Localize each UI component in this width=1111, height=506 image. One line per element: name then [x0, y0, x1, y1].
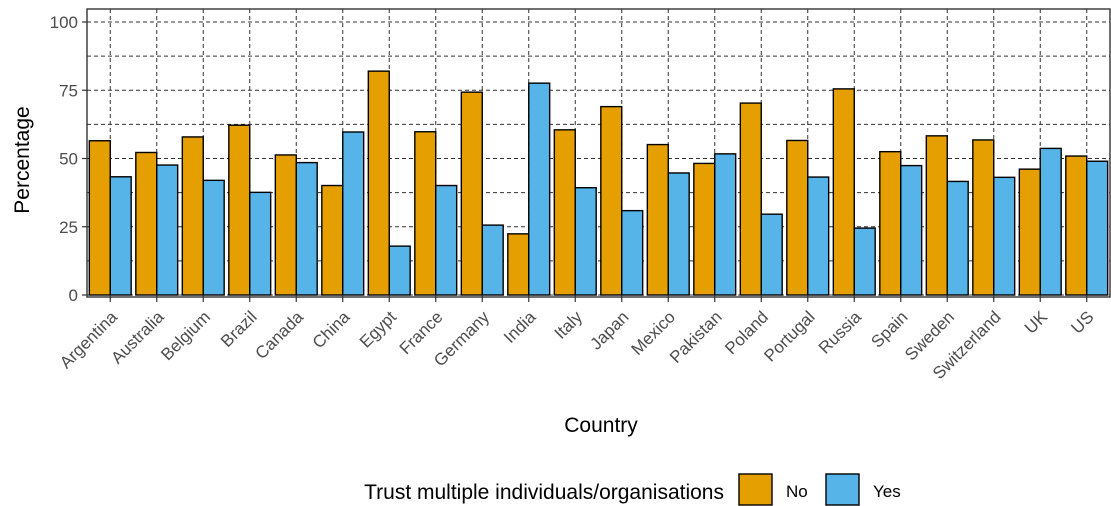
bar-yes-australia — [156, 164, 179, 296]
bar-yes-italy — [574, 187, 597, 296]
x-tick-label: Italy — [551, 307, 587, 343]
bar-yes-egypt — [388, 245, 411, 296]
bar-yes-uk — [1039, 147, 1062, 296]
legend-swatch-yes — [825, 473, 860, 506]
bar-yes-russia — [853, 227, 876, 296]
legend-label-no: No — [786, 482, 808, 501]
legend-swatch-no — [738, 473, 773, 506]
bars — [88, 70, 1109, 296]
bar-no-mexico — [646, 143, 669, 296]
x-tick-label: Pakistan — [666, 307, 726, 367]
bar-yes-china — [342, 131, 365, 296]
y-tick-label: 75 — [59, 81, 78, 100]
bar-no-spain — [879, 150, 902, 296]
bar-no-germany — [460, 91, 483, 296]
bar-yes-pakistan — [714, 153, 737, 296]
bar-no-china — [321, 184, 344, 296]
x-tick-label: Argentina — [56, 307, 121, 372]
x-tick-label: Spain — [867, 307, 911, 351]
bar-no-poland — [739, 102, 762, 296]
legend-label-yes: Yes — [873, 482, 901, 501]
bar-yes-germany — [481, 224, 504, 296]
x-tick-label: Egypt — [356, 307, 400, 351]
bar-yes-belgium — [202, 179, 225, 296]
bar-yes-mexico — [667, 172, 690, 296]
x-tick-label: US — [1067, 307, 1097, 337]
x-tick-label: Belgium — [157, 307, 214, 364]
bar-yes-poland — [760, 213, 783, 296]
bar-no-france — [414, 131, 437, 296]
bar-no-pakistan — [693, 162, 716, 296]
bar-yes-india — [528, 82, 551, 296]
bar-yes-brazil — [249, 191, 272, 296]
x-tick-label: China — [309, 307, 354, 352]
bar-no-uk — [1018, 168, 1041, 296]
x-tick-label: Portugal — [760, 307, 818, 365]
bar-yes-spain — [900, 164, 923, 296]
x-tick-label: Russia — [815, 307, 866, 358]
y-axis-title: Percentage — [11, 106, 34, 213]
bar-no-italy — [553, 129, 576, 296]
bar-no-sweden — [925, 135, 948, 296]
bar-yes-japan — [621, 209, 644, 296]
bar-yes-argentina — [109, 176, 132, 296]
x-tick-label: Japan — [586, 307, 632, 353]
plot-border — [86, 8, 1111, 298]
bar-no-australia — [135, 151, 158, 296]
y-tick-label: 0 — [69, 286, 78, 305]
bar-no-us — [1065, 155, 1088, 296]
y-tick-label: 50 — [59, 150, 78, 169]
y-tick-label: 25 — [59, 218, 78, 237]
x-tick-label: UK — [1021, 307, 1052, 338]
x-tick-label: Canada — [252, 307, 308, 363]
y-axis: 0 25 50 75 100 — [50, 13, 87, 305]
legend-title: Trust multiple individuals/organisations — [364, 481, 724, 504]
x-tick-label: Brazil — [217, 307, 260, 350]
bar-no-egypt — [367, 70, 390, 296]
bar-no-canada — [274, 154, 297, 296]
bar-yes-portugal — [807, 176, 830, 296]
bar-yes-us — [1086, 160, 1109, 296]
bar-yes-canada — [295, 161, 318, 296]
x-axis-title: Country — [564, 414, 638, 437]
bar-no-argentina — [88, 140, 111, 296]
x-tick-label: Australia — [107, 307, 168, 368]
bar-no-portugal — [786, 139, 809, 296]
bar-yes-switzerland — [993, 176, 1016, 296]
bar-no-belgium — [181, 136, 204, 296]
y-tick-label: 100 — [50, 13, 78, 32]
bar-no-india — [507, 233, 530, 296]
bar-no-brazil — [228, 124, 251, 296]
bar-yes-sweden — [946, 180, 969, 296]
bar-no-russia — [832, 88, 855, 296]
x-tick-label: India — [500, 307, 540, 347]
legend: Trust multiple individuals/organisations… — [364, 473, 901, 506]
bar-no-japan — [600, 105, 623, 296]
bar-yes-france — [435, 184, 458, 296]
bar-no-switzerland — [972, 139, 995, 296]
